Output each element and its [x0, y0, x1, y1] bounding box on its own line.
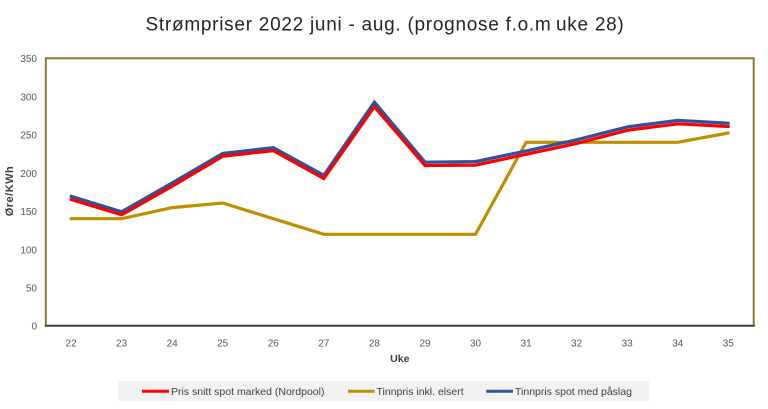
- svg-text:26: 26: [268, 338, 280, 349]
- svg-text:250: 250: [20, 131, 37, 142]
- svg-text:24: 24: [167, 338, 179, 349]
- svg-text:Uke: Uke: [390, 353, 409, 365]
- svg-text:Tinnpris spot med påslag: Tinnpris spot med påslag: [515, 386, 632, 398]
- svg-text:22: 22: [66, 338, 78, 349]
- svg-text:35: 35: [723, 338, 735, 349]
- svg-text:0: 0: [31, 322, 37, 333]
- svg-text:50: 50: [26, 284, 38, 295]
- svg-text:200: 200: [20, 169, 37, 180]
- svg-text:150: 150: [20, 207, 37, 218]
- svg-text:350: 350: [20, 54, 37, 65]
- svg-text:23: 23: [116, 338, 128, 349]
- svg-text:100: 100: [20, 245, 37, 256]
- svg-text:33: 33: [622, 338, 634, 349]
- svg-text:31: 31: [521, 338, 533, 349]
- svg-text:Pris snitt spot marked (Nordpo: Pris snitt spot marked (Nordpool): [171, 386, 324, 398]
- svg-text:27: 27: [318, 338, 330, 349]
- svg-text:28: 28: [369, 338, 381, 349]
- svg-text:30: 30: [470, 338, 482, 349]
- svg-text:Strømpriser 2022 juni - aug. (: Strømpriser 2022 juni - aug. (prognose f…: [146, 15, 625, 36]
- svg-text:29: 29: [419, 338, 431, 349]
- svg-text:34: 34: [672, 338, 684, 349]
- svg-text:25: 25: [217, 338, 229, 349]
- svg-text:Tinnpris inkl. elsert: Tinnpris inkl. elsert: [377, 386, 464, 398]
- svg-text:32: 32: [571, 338, 583, 349]
- svg-text:300: 300: [20, 92, 37, 103]
- svg-text:Øre/KWh: Øre/KWh: [4, 166, 16, 217]
